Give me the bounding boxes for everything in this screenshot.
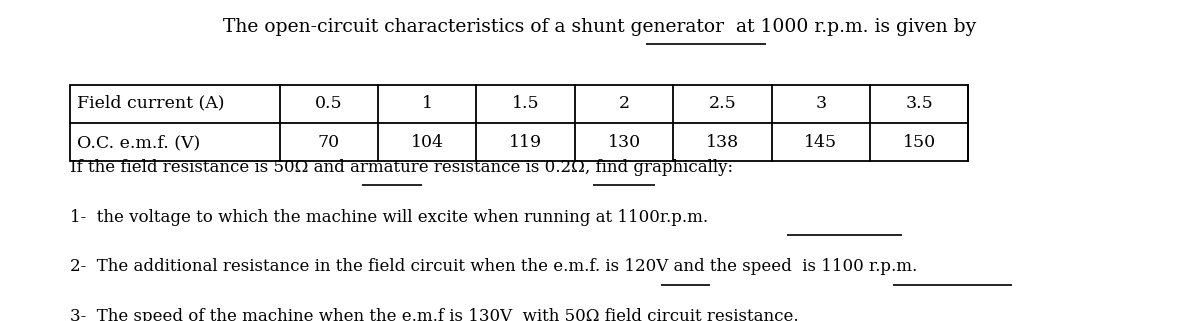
Text: 1: 1 [421, 95, 433, 112]
Text: 2.5: 2.5 [708, 95, 737, 112]
Text: 1-  the voltage to which the machine will excite when running at 1100r.p.m.: 1- the voltage to which the machine will… [70, 209, 708, 226]
Text: Field current (A): Field current (A) [77, 95, 224, 112]
Text: 145: 145 [804, 134, 838, 151]
Text: 130: 130 [607, 134, 641, 151]
Text: If the field resistance is 50Ω and armature resistance is 0.2Ω, find graphically: If the field resistance is 50Ω and armat… [70, 159, 733, 176]
Text: The open-circuit characteristics of a shunt generator  at 1000 r.p.m. is given b: The open-circuit characteristics of a sh… [223, 18, 977, 36]
Text: O.C. e.m.f. (V): O.C. e.m.f. (V) [77, 134, 200, 151]
Bar [70, 85, 968, 161]
Text: 70: 70 [318, 134, 340, 151]
Text: 104: 104 [410, 134, 444, 151]
Text: 1.5: 1.5 [511, 95, 540, 112]
Text: 138: 138 [706, 134, 739, 151]
Text: 3: 3 [815, 95, 827, 112]
Text: 3-  The speed of the machine when the e.m.f is 130V  with 50Ω field circuit resi: 3- The speed of the machine when the e.m… [70, 308, 798, 321]
Text: 119: 119 [509, 134, 542, 151]
Text: 2: 2 [618, 95, 630, 112]
Text: 2-  The additional resistance in the field circuit when the e.m.f. is 120V and t: 2- The additional resistance in the fiel… [70, 258, 917, 275]
Text: 0.5: 0.5 [314, 95, 343, 112]
Text: 150: 150 [902, 134, 936, 151]
Text: 3.5: 3.5 [905, 95, 934, 112]
